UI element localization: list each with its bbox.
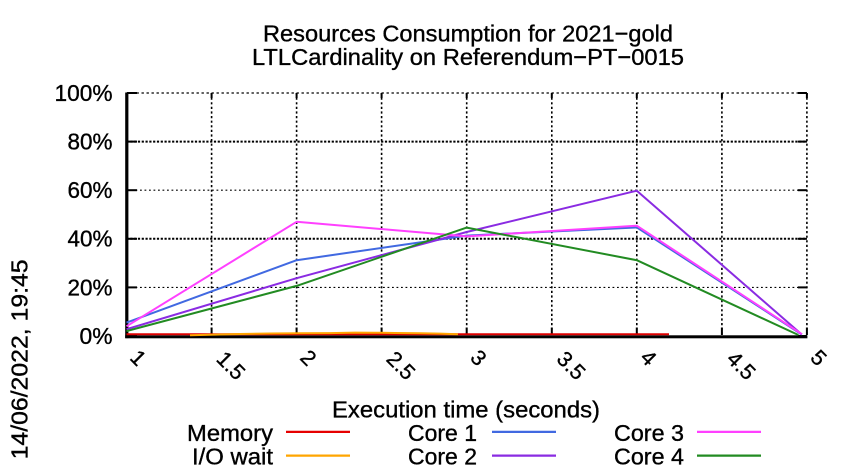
svg-text:Core 4: Core 4 — [614, 444, 684, 470]
svg-text:14/06/2022, 19:45: 14/06/2022, 19:45 — [6, 259, 32, 459]
svg-text:Execution time (seconds): Execution time (seconds) — [332, 397, 600, 423]
svg-text:Core 1: Core 1 — [408, 420, 477, 446]
svg-text:60%: 60% — [68, 177, 113, 203]
svg-text:Memory: Memory — [187, 420, 274, 446]
svg-text:I/O wait: I/O wait — [192, 444, 274, 470]
svg-text:100%: 100% — [55, 80, 113, 106]
svg-text:0%: 0% — [80, 323, 113, 349]
svg-text:20%: 20% — [68, 274, 113, 300]
svg-text:Core 3: Core 3 — [614, 420, 684, 446]
svg-text:40%: 40% — [68, 226, 113, 252]
svg-text:Core 2: Core 2 — [408, 444, 477, 470]
svg-text:Resources Consumption for 2021: Resources Consumption for 2021−gold — [263, 21, 673, 47]
svg-text:LTLCardinality on Referendum−P: LTLCardinality on Referendum−PT−0015 — [252, 44, 684, 70]
svg-text:80%: 80% — [68, 129, 113, 155]
